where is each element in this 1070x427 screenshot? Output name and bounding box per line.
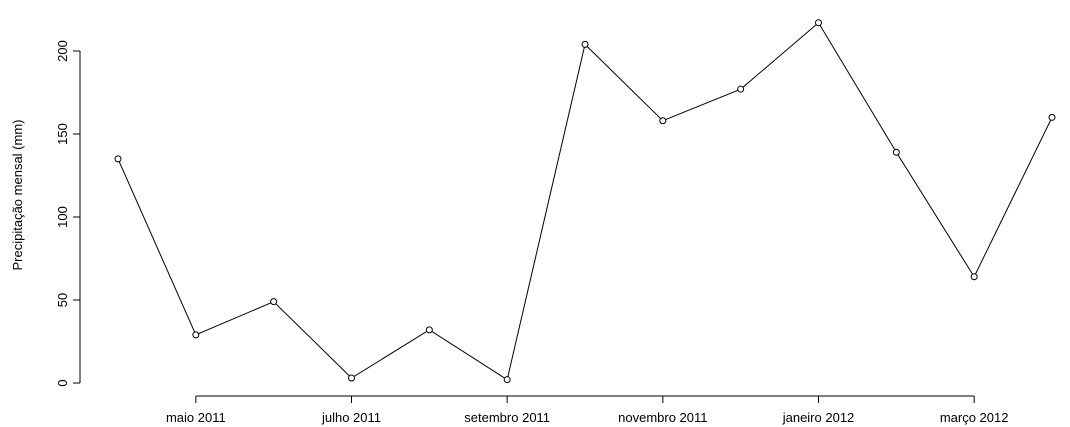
x-tick-label: setembro 2011 [464, 410, 550, 425]
y-tick-label: 0 [55, 379, 70, 386]
data-point [737, 85, 745, 93]
data-point [815, 19, 822, 27]
data-point [581, 40, 589, 48]
y-tick-label: 100 [55, 206, 70, 228]
data-point [1048, 113, 1056, 121]
series-line [117, 22, 1053, 381]
data-point [892, 148, 900, 156]
data-point [270, 298, 278, 306]
data-point [503, 376, 511, 384]
data-point [114, 155, 122, 163]
x-tick-label: janeiro 2012 [782, 410, 855, 425]
data-point [425, 326, 433, 334]
y-tick-label: 150 [55, 123, 70, 145]
ticks: 0 50 100 150 200 maio 2011 julho 2011 setembro … [55, 40, 1008, 425]
data-point [192, 331, 200, 339]
x-tick-label: maio 2011 [166, 410, 226, 425]
axes [79, 51, 975, 397]
y-axis-label: Precipitação mensal (mm) [10, 120, 25, 271]
data-point [970, 273, 978, 281]
x-tick-label: março 2012 [940, 410, 1009, 425]
data-point [348, 374, 355, 382]
data-point [659, 117, 667, 125]
x-tick-label: novembro 2011 [618, 410, 707, 425]
y-tick-label: 50 [55, 293, 70, 307]
y-tick-label: 200 [55, 40, 70, 62]
x-tick-label: julho 2011 [321, 410, 381, 425]
series [114, 19, 1056, 384]
